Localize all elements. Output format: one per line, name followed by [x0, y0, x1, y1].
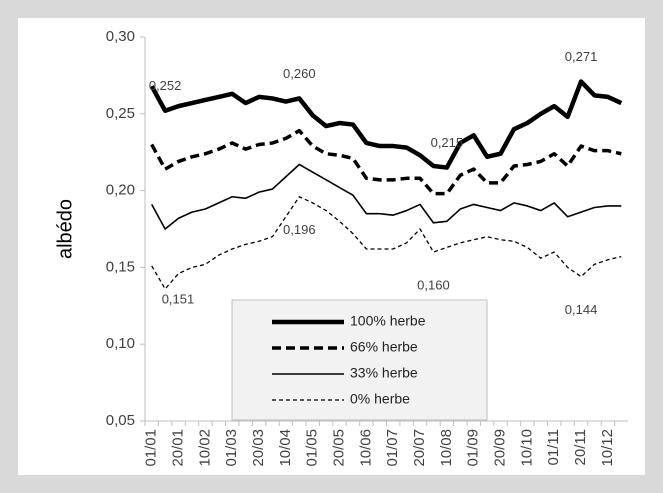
x-tick-label: 01/05 — [304, 429, 321, 467]
data-label: 0,252 — [149, 78, 182, 93]
x-tick-label: 01/03 — [223, 429, 240, 467]
x-tick-label: 20/05 — [331, 429, 348, 467]
x-tick-label: 10/08 — [438, 429, 455, 467]
x-tick-label: 10/12 — [599, 429, 616, 467]
data-label: 0,260 — [283, 66, 316, 81]
series-line — [151, 163, 622, 230]
x-tick-label: 10/10 — [518, 429, 535, 467]
data-label: 0,196 — [283, 222, 316, 237]
y-tick-label: 0,10 — [106, 335, 135, 352]
x-tick-label: 20/11 — [572, 429, 589, 465]
x-tick-label: 10/04 — [277, 429, 294, 467]
x-tick-label: 01/07 — [384, 429, 401, 467]
legend-label: 0% herbe — [350, 391, 410, 407]
series-line — [150, 128, 622, 196]
x-tick-label: 01/09 — [465, 429, 482, 467]
x-tick-label: 01/01 — [143, 429, 160, 467]
data-label: 0,160 — [417, 277, 450, 292]
y-tick-label: 0,20 — [106, 182, 135, 199]
x-tick-label: 20/09 — [492, 429, 509, 467]
x-tick-label: 10/06 — [357, 429, 374, 467]
legend-label: 33% herbe — [350, 365, 418, 381]
series-line — [149, 79, 623, 170]
x-tick-label: 10/02 — [196, 429, 213, 467]
data-label: 0,271 — [565, 49, 598, 64]
legend-label: 100% herbe — [350, 313, 426, 329]
y-tick-label: 0,05 — [106, 412, 135, 429]
y-tick-label: 0,25 — [106, 105, 135, 122]
data-label: 0,144 — [565, 302, 598, 317]
series-line — [151, 196, 622, 290]
legend-label: 66% herbe — [350, 339, 418, 355]
x-tick-label: 20/01 — [170, 429, 187, 467]
x-tick-label: 01/11 — [545, 429, 562, 465]
data-label: 0,215 — [431, 135, 464, 150]
x-tick-label: 20/03 — [250, 429, 267, 467]
y-tick-label: 0,30 — [106, 28, 135, 45]
y-axis-label: albédo — [54, 199, 76, 259]
data-label: 0,151 — [162, 291, 195, 306]
x-tick-label: 20/07 — [411, 429, 428, 467]
y-tick-label: 0,15 — [106, 258, 135, 275]
